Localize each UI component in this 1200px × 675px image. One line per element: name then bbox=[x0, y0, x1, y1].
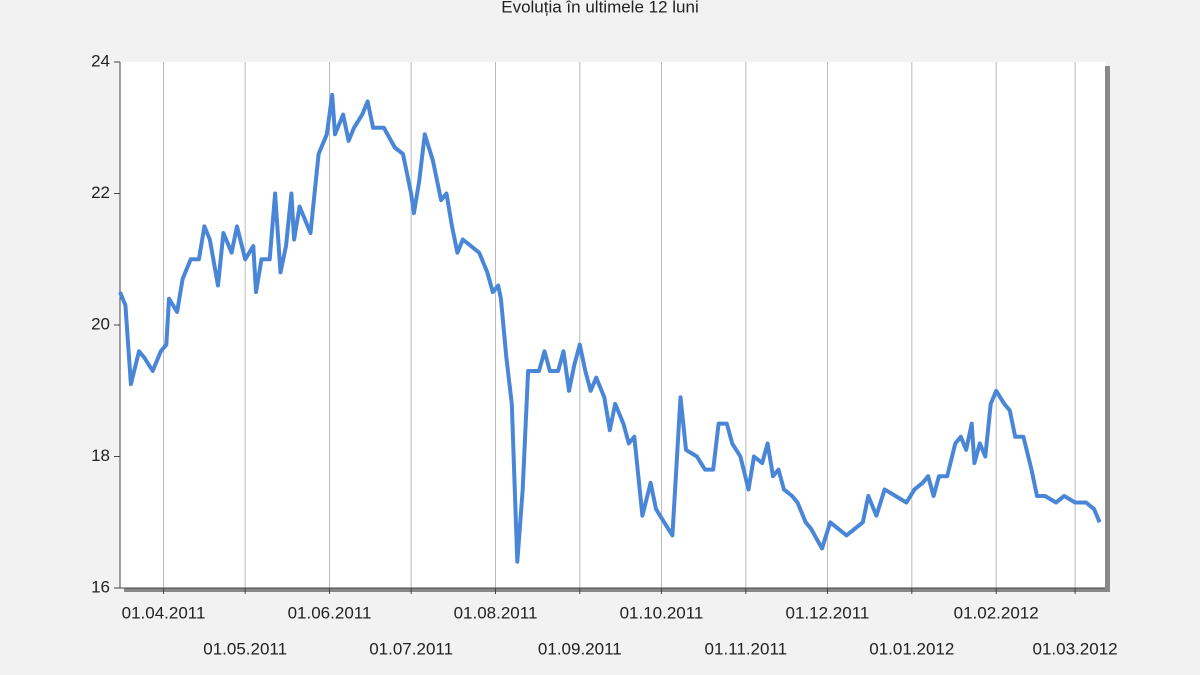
y-tick-label: 24 bbox=[91, 51, 110, 70]
y-tick-label: 20 bbox=[91, 314, 110, 333]
x-tick-label: 01.06.2011 bbox=[288, 603, 372, 622]
y-tick-label: 22 bbox=[91, 183, 110, 202]
x-tick-label: 01.01.2012 bbox=[869, 639, 954, 658]
x-tick-label: 01.08.2011 bbox=[454, 603, 538, 622]
x-tick-label: 01.02.2012 bbox=[954, 603, 1039, 622]
x-tick-label: 01.04.2011 bbox=[122, 603, 206, 622]
x-tick-label: 01.07.2011 bbox=[369, 639, 453, 658]
y-tick-label: 18 bbox=[91, 446, 110, 465]
x-tick-label: 01.09.2011 bbox=[538, 639, 622, 658]
x-tick-label: 01.10.2011 bbox=[620, 603, 704, 622]
x-tick-label: 01.11.2011 bbox=[705, 639, 788, 658]
chart-title: Evoluția în ultimele 12 luni bbox=[501, 0, 699, 16]
line-series bbox=[118, 92, 1102, 564]
x-tick-label: 01.03.2012 bbox=[1033, 639, 1118, 658]
x-tick-label: 01.05.2011 bbox=[203, 639, 287, 658]
y-tick-label: 16 bbox=[91, 577, 110, 596]
plot-area bbox=[120, 62, 1105, 588]
x-tick-label: 01.12.2011 bbox=[786, 603, 870, 622]
